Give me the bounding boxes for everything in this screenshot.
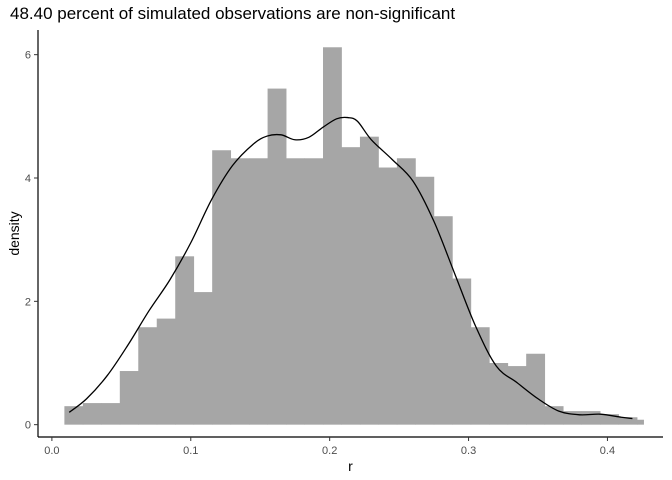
histogram-bar xyxy=(64,406,84,425)
histogram-bar xyxy=(156,318,176,425)
histogram-bar xyxy=(101,403,121,425)
histogram-bar xyxy=(581,411,601,425)
x-tick-label: 0.3 xyxy=(461,445,476,457)
histogram-bar xyxy=(212,150,232,425)
histogram-bar xyxy=(138,327,158,425)
histogram-bar xyxy=(507,366,527,425)
x-tick-label: 0.4 xyxy=(600,445,615,457)
histogram-bar xyxy=(175,256,195,425)
histogram-bar xyxy=(433,216,453,425)
histogram-bar xyxy=(452,278,472,425)
histogram-bar xyxy=(489,363,509,425)
x-tick-label: 0.1 xyxy=(183,445,198,457)
histogram-bar xyxy=(618,417,638,425)
x-axis-title: r xyxy=(348,458,353,474)
y-axis-ticks: 0 2 4 6 xyxy=(25,50,38,432)
x-axis-ticks: 0.0 0.1 0.2 0.3 0.4 xyxy=(44,437,615,457)
histogram-bar xyxy=(637,419,644,425)
histogram-bar xyxy=(341,147,361,425)
chart-title: 48.40 percent of simulated observations … xyxy=(10,4,456,23)
x-tick-label: 0.2 xyxy=(322,445,337,457)
histogram-bar xyxy=(396,158,416,425)
x-tick-label: 0.0 xyxy=(44,445,59,457)
histogram-bar xyxy=(193,292,213,425)
y-axis-title: density xyxy=(6,211,22,255)
histogram-bar xyxy=(267,88,287,425)
histogram-bar xyxy=(526,353,546,425)
histogram-bar xyxy=(230,158,250,425)
histogram-bar xyxy=(119,371,139,425)
density-curve xyxy=(68,116,633,420)
histogram-bar xyxy=(82,403,102,425)
y-tick-label: 6 xyxy=(25,50,31,62)
histogram-bar xyxy=(249,158,268,425)
y-tick-label: 4 xyxy=(25,173,31,185)
y-tick-label: 0 xyxy=(25,420,31,432)
histogram-bar xyxy=(359,136,379,425)
histogram-bar xyxy=(286,158,305,425)
histogram-bar xyxy=(304,158,324,425)
histogram-bar xyxy=(378,167,398,425)
y-tick-label: 2 xyxy=(25,296,31,308)
histogram-bar xyxy=(415,176,435,425)
histogram-bar xyxy=(600,414,619,425)
histogram-bar xyxy=(470,327,490,425)
histogram-bars xyxy=(64,47,644,425)
histogram-bar xyxy=(323,47,342,425)
